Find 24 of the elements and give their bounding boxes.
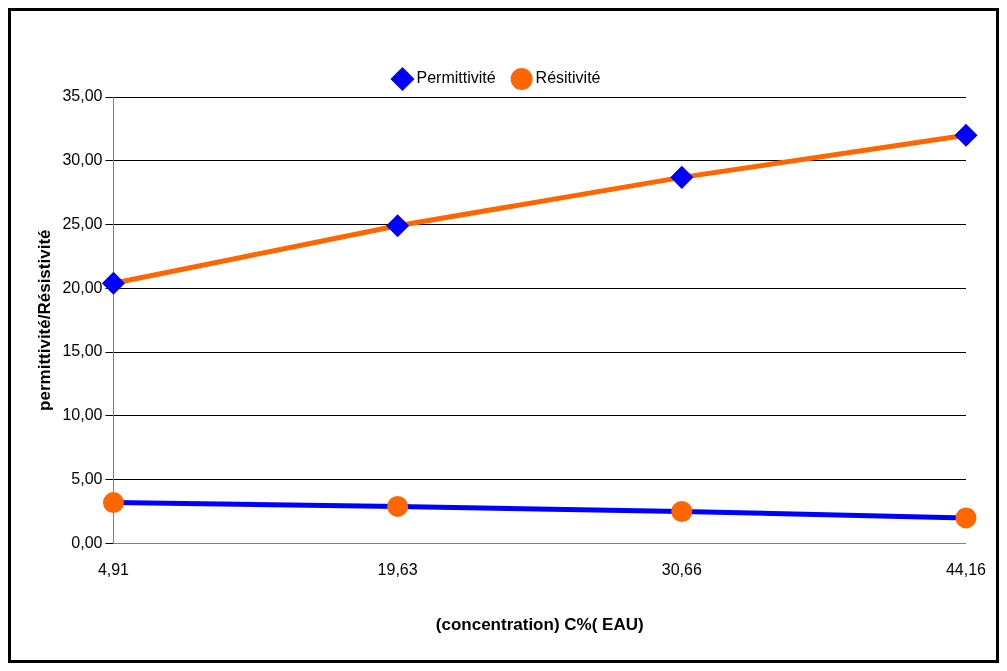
point xyxy=(671,501,693,523)
point xyxy=(387,215,409,237)
y-tick-label: 10,00 xyxy=(62,406,103,424)
y-tick-label: 25,00 xyxy=(62,214,103,232)
point xyxy=(102,272,124,294)
point xyxy=(387,495,409,517)
x-tick-label: 4,91 xyxy=(97,561,130,579)
x-tick-label: 19,63 xyxy=(377,561,418,579)
y-tick-label: 5,00 xyxy=(71,470,103,488)
y-tick-label: 0,00 xyxy=(71,533,103,551)
x-axis-title: (concentration) C%( EAU) xyxy=(435,615,644,635)
point xyxy=(955,124,977,146)
point xyxy=(671,166,693,188)
point xyxy=(955,507,977,529)
x-tick-label: 30,66 xyxy=(661,561,702,579)
y-tick-label: 20,00 xyxy=(62,278,103,296)
y-tick-label: 15,00 xyxy=(62,342,103,360)
legend-label: Résitivité xyxy=(535,69,601,87)
point xyxy=(102,492,124,514)
y-tick-label: 35,00 xyxy=(62,87,103,105)
legend-label: Permittivité xyxy=(416,69,496,87)
x-tick-label: 44,16 xyxy=(945,561,987,579)
y-axis-title: permittivité/Résistivité xyxy=(34,229,54,411)
y-tick-label: 30,00 xyxy=(62,151,103,169)
